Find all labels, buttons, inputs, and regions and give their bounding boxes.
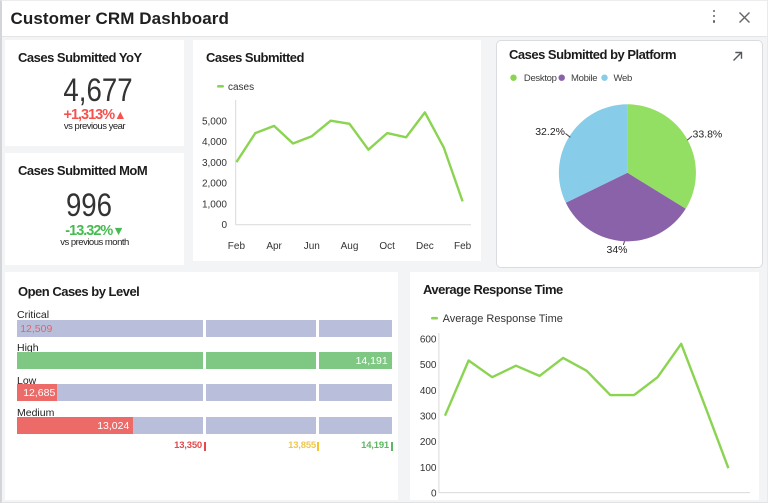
svg-text:0: 0 xyxy=(221,220,227,231)
svg-text:Mobile: Mobile xyxy=(571,73,597,84)
svg-text:cases: cases xyxy=(228,82,254,93)
svg-text:32.2%: 32.2% xyxy=(535,126,565,138)
svg-text:500: 500 xyxy=(420,360,437,371)
svg-text:3,000: 3,000 xyxy=(202,158,227,169)
svg-text:34%: 34% xyxy=(607,244,628,256)
svg-text:Dec: Dec xyxy=(416,241,434,252)
svg-text:33.8%: 33.8% xyxy=(693,129,723,141)
svg-text:Aug: Aug xyxy=(341,241,359,252)
svg-text:1,000: 1,000 xyxy=(202,199,227,210)
svg-text:Oct: Oct xyxy=(379,241,395,252)
svg-text:Feb: Feb xyxy=(228,241,246,252)
svg-text:4,000: 4,000 xyxy=(202,137,227,148)
svg-text:600: 600 xyxy=(420,335,437,346)
svg-text:5,000: 5,000 xyxy=(202,117,227,128)
svg-text:200: 200 xyxy=(420,437,437,448)
svg-text:Average Response Time: Average Response Time xyxy=(443,313,563,325)
svg-text:400: 400 xyxy=(420,386,437,397)
svg-text:Web: Web xyxy=(614,73,632,84)
svg-text:0: 0 xyxy=(431,488,437,499)
svg-text:2,000: 2,000 xyxy=(202,179,227,190)
svg-text:Apr: Apr xyxy=(266,241,282,252)
svg-text:300: 300 xyxy=(420,412,437,423)
svg-text:Jun: Jun xyxy=(304,241,320,252)
svg-text:Feb: Feb xyxy=(454,241,472,252)
svg-text:Desktop: Desktop xyxy=(524,73,557,84)
svg-text:100: 100 xyxy=(420,463,437,474)
